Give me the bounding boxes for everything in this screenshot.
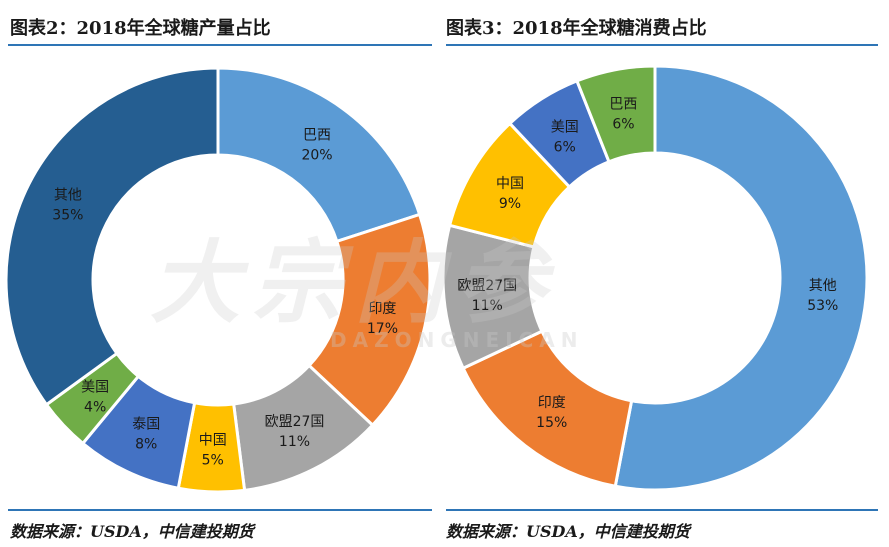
footer-rule-left: [8, 509, 432, 511]
donut-slice-0-0: [216, 66, 422, 244]
slice-value-1-0: 53%: [807, 298, 838, 314]
slice-value-0-5: 4%: [84, 399, 106, 415]
chart-title-production: 图表2：2018年全球糖产量占比: [10, 18, 271, 39]
slice-label-0-2: 欧盟27国: [265, 414, 325, 430]
slice-value-1-2: 11%: [472, 298, 503, 314]
slice-value-1-5: 6%: [612, 116, 634, 132]
slice-label-1-1: 印度: [538, 395, 566, 411]
donut-slice-1-0: [613, 64, 869, 492]
title-rule-right: [446, 44, 878, 46]
slice-value-0-4: 8%: [135, 436, 157, 452]
slice-label-0-1: 印度: [368, 301, 396, 317]
footer-rule-right: [446, 509, 878, 511]
slice-value-1-3: 9%: [499, 196, 521, 212]
donut-chart-production: 巴西 20% 印度 17% 欧盟27国 11% 中国 5% 泰国 8% 美国 4% 其他 35%: [4, 66, 432, 494]
slice-value-0-1: 17%: [367, 321, 398, 337]
donut-slice-1-5: [575, 64, 657, 164]
slice-label-1-2: 欧盟27国: [457, 278, 517, 294]
chart-title-consumption: 图表3：2018年全球糖消费占比: [446, 18, 707, 39]
slice-value-0-6: 35%: [52, 208, 83, 224]
slice-label-1-3: 中国: [496, 176, 524, 192]
slice-value-1-4: 6%: [554, 140, 576, 156]
slice-value-0-3: 5%: [202, 452, 224, 468]
slice-label-1-5: 巴西: [609, 96, 637, 112]
slice-label-0-4: 泰国: [132, 416, 160, 432]
donut-chart-consumption: 其他 53% 印度 15% 欧盟27国 11% 中国 9% 美国 6% 巴西 6%: [441, 64, 869, 492]
slice-label-1-0: 其他: [809, 278, 837, 294]
slice-label-0-3: 中国: [199, 432, 227, 448]
slice-label-0-0: 巴西: [303, 128, 331, 144]
source-note-consumption: 数据来源：USDA，中信建投期货: [446, 522, 690, 541]
slice-label-0-5: 美国: [81, 379, 109, 395]
slice-value-1-1: 15%: [536, 415, 567, 431]
title-rule-left: [8, 44, 432, 46]
source-note-production: 数据来源：USDA，中信建投期货: [10, 522, 254, 541]
slice-value-0-2: 11%: [279, 434, 310, 450]
slice-label-1-4: 美国: [551, 120, 579, 136]
donut-slice-0-6: [4, 66, 220, 407]
slice-value-0-0: 20%: [301, 148, 332, 164]
slice-label-0-6: 其他: [54, 188, 82, 204]
